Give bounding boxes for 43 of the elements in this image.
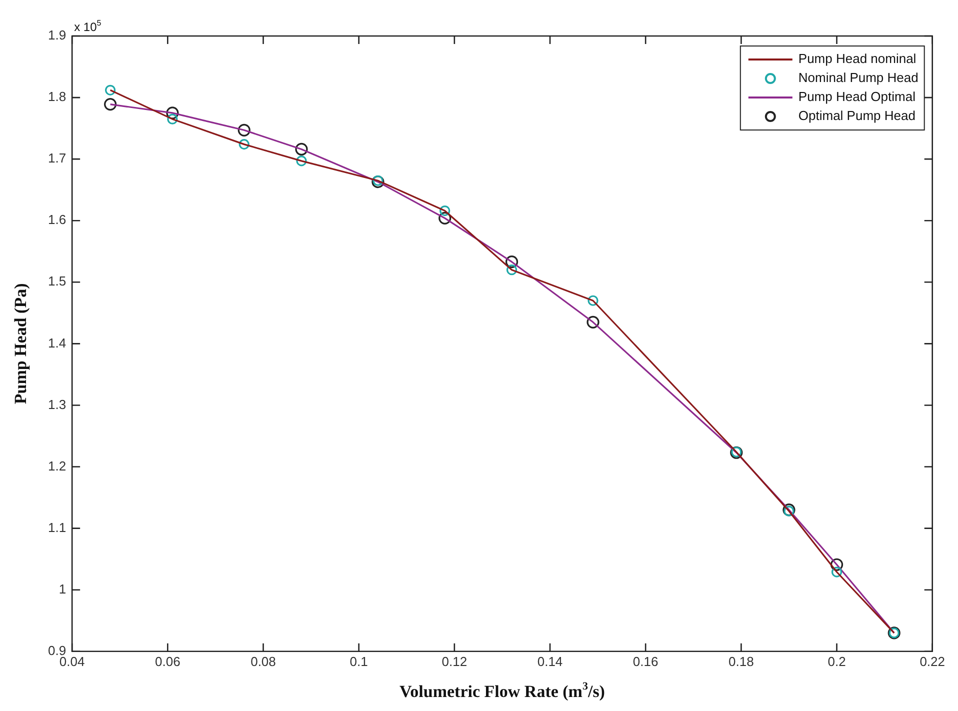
legend-label: Nominal Pump Head: [798, 70, 918, 86]
point: [105, 84, 116, 96]
legend-label: Optimal Pump Head: [798, 108, 916, 124]
point: [295, 142, 308, 156]
point: [438, 212, 452, 224]
y-tick-label: 1.5: [48, 274, 66, 289]
y-tick-label: 1.8: [48, 89, 66, 104]
y-tick-label: 1.1: [48, 520, 66, 535]
point: [372, 176, 384, 188]
y-tick-label: 1: [58, 581, 66, 596]
y-tick-label: 1.6: [48, 212, 66, 228]
y-tick-label: 1.7: [48, 150, 66, 166]
point: [831, 566, 842, 578]
x-tick-label: 0.08: [250, 654, 276, 669]
y-axis-title: Pump Head (Pa): [11, 283, 30, 404]
x-tick-label: 0.1: [350, 654, 368, 669]
point: [505, 256, 518, 268]
point: [588, 295, 598, 306]
x-tick-label: 0.18: [728, 654, 754, 669]
y-tick-label: 1.9: [48, 28, 66, 43]
point: [238, 124, 250, 136]
point: [830, 558, 844, 571]
point: [296, 156, 307, 166]
point: [440, 205, 450, 216]
point: [104, 98, 117, 111]
x-tick-label: 0.2: [828, 654, 846, 669]
y-tick-label: 1.4: [48, 335, 66, 350]
legend-label: Pump Head Optimal: [798, 89, 916, 104]
point: [372, 175, 384, 186]
x-tick-label: 0.12: [442, 654, 468, 669]
point: [167, 114, 178, 124]
y-tick-label: 0.9: [48, 642, 66, 658]
y-tick-label: 1.3: [48, 396, 66, 412]
point: [238, 139, 250, 150]
y-tick-label: 1.2: [48, 458, 66, 474]
point: [506, 264, 518, 276]
x-tick-label: 0.14: [537, 654, 563, 669]
x-tick-label: 0.16: [632, 654, 658, 669]
point: [586, 316, 600, 328]
x-tick-label: 0.06: [155, 654, 180, 669]
x-tick-label: 0.22: [920, 654, 946, 669]
point: [166, 106, 179, 120]
legend-label: Pump Head nominal: [798, 51, 916, 66]
